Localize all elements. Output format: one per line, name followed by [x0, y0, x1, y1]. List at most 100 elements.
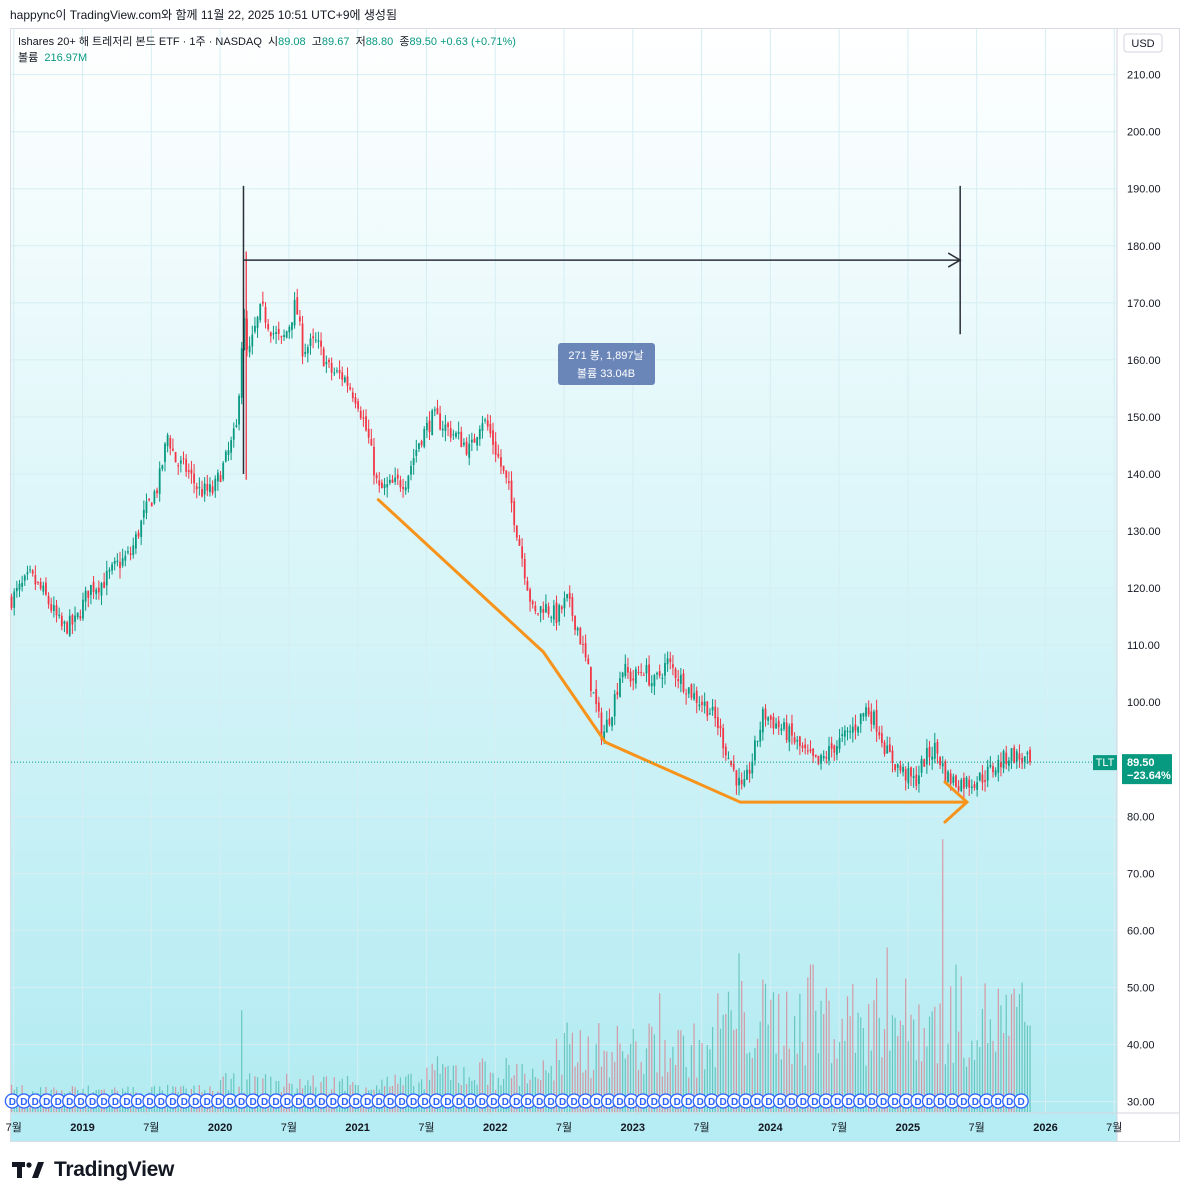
volume-bar	[955, 964, 957, 1112]
candle-body	[164, 443, 166, 462]
candle-body	[862, 713, 865, 717]
candle-body	[309, 338, 312, 346]
candle-body	[576, 628, 579, 631]
volume-bar	[995, 1051, 997, 1112]
dividend-label: D	[146, 1097, 153, 1108]
annotation-drawing[interactable]	[376, 498, 970, 824]
candle-body	[465, 441, 468, 455]
candle-body	[714, 706, 717, 719]
candle-body	[529, 589, 531, 602]
volume-bar	[643, 1073, 645, 1112]
volume-bar	[865, 1065, 867, 1112]
dividend-label: D	[55, 1097, 62, 1108]
candle-body	[116, 560, 119, 563]
candle-body	[423, 428, 426, 447]
volume-bar	[600, 1066, 603, 1112]
candle-body	[402, 486, 404, 490]
candle-body	[912, 776, 915, 779]
dividend-label: D	[559, 1097, 566, 1108]
price-tick: 120.00	[1127, 583, 1161, 595]
volume-bar	[796, 1053, 798, 1112]
volume-bar	[968, 1057, 970, 1112]
volume-bar	[582, 1072, 584, 1112]
candle-body	[55, 605, 58, 616]
volume-bar	[928, 1016, 931, 1112]
candle-body	[142, 509, 145, 518]
candle-body	[534, 605, 537, 612]
candle-body	[29, 569, 31, 571]
dividend-label: D	[765, 1097, 772, 1108]
volume-bar	[542, 1060, 544, 1112]
time-tick: 2022	[483, 1122, 507, 1134]
candle-body	[42, 585, 45, 592]
candle-body	[640, 671, 643, 673]
candle-body	[944, 761, 947, 782]
candle-body	[418, 443, 420, 450]
candle-body	[804, 744, 807, 749]
time-tick: 7월	[1106, 1121, 1122, 1134]
candle-body	[359, 410, 362, 418]
candle-body	[394, 477, 397, 482]
volume-bar	[727, 991, 730, 1112]
candle-body	[727, 758, 730, 760]
candle-body	[45, 582, 47, 595]
candle-body	[1021, 757, 1024, 764]
candle-body	[735, 770, 738, 786]
price-tick: 210.00	[1127, 70, 1161, 82]
candle-body	[925, 747, 928, 765]
candle-body	[37, 581, 39, 583]
volume-bar	[394, 1074, 396, 1112]
candle-body	[619, 678, 621, 697]
candle-body	[404, 487, 407, 491]
volume-bar	[256, 1077, 259, 1112]
volume-bar	[614, 1061, 616, 1112]
volume-bar	[624, 1058, 626, 1112]
candle-body	[1005, 752, 1008, 765]
price-axis[interactable]: 210.00 200.00 190.00 180.00 170.00 160.00 150.…	[1127, 70, 1161, 1109]
volume-bar	[653, 1034, 655, 1112]
candle-body	[470, 439, 473, 443]
volume-bar	[733, 1029, 735, 1112]
candle-body	[39, 582, 42, 589]
candle-body	[589, 666, 592, 692]
dividend-label: D	[249, 1097, 256, 1108]
volume-bar	[550, 1065, 552, 1112]
volume-bar	[592, 1069, 595, 1112]
candle-body	[716, 717, 719, 728]
volume-bar	[817, 1053, 820, 1112]
candle-body	[918, 775, 920, 784]
dividend-label: D	[215, 1097, 222, 1108]
candle-body	[878, 732, 881, 736]
volume-bar	[656, 1072, 658, 1112]
volume-bar	[788, 1048, 790, 1112]
candle-body	[407, 475, 410, 489]
volume-bar	[939, 1003, 941, 1112]
candle-body	[58, 614, 61, 617]
time-axis[interactable]: 7월 2019 7월 2020 7월 2021 7월 2022 7월 2023 7월 2024 7월 20…	[6, 1121, 1123, 1134]
chart-frame[interactable]	[10, 28, 1180, 1142]
currency-button[interactable]: USD	[1123, 33, 1163, 53]
candle-body	[381, 482, 383, 489]
volume-bar	[1018, 994, 1021, 1112]
candle-body	[624, 663, 627, 676]
candle-body	[989, 764, 992, 767]
candle-body	[857, 727, 859, 733]
candle-body	[984, 780, 986, 782]
candle-body	[542, 608, 545, 613]
candle-body	[79, 615, 82, 619]
volume-bar	[793, 1016, 796, 1112]
volume-bar	[510, 1078, 513, 1112]
candle-body	[293, 299, 296, 326]
tradingview-logo[interactable]: TradingView	[12, 1158, 174, 1182]
candle-body	[280, 336, 283, 338]
dividend-label: D	[123, 1097, 130, 1108]
volume-bar	[725, 1013, 727, 1112]
candle-body	[325, 362, 328, 365]
candle-body	[201, 488, 203, 497]
dividend-label: D	[674, 1097, 681, 1108]
candle-body	[883, 742, 886, 755]
volume-bar	[677, 1030, 679, 1112]
